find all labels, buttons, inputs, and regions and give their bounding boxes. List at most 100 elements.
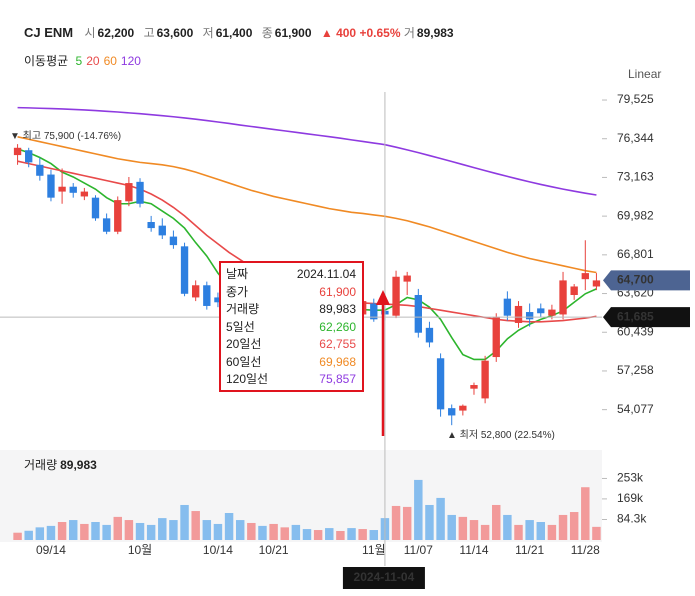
last-price-label: 64,700	[617, 273, 654, 287]
volume-legend-label: 거래량	[24, 458, 58, 472]
tooltip-value: 89,983	[319, 302, 356, 316]
candle-body	[425, 327, 434, 343]
x-tick-label: 09/14	[36, 543, 66, 557]
volume-bar	[436, 497, 445, 540]
y-tick-label: 79,525	[617, 92, 654, 106]
candle-body	[102, 218, 111, 232]
volume-legend-value: 89,983	[60, 458, 97, 472]
tooltip-row: 날짜 2024.11.04	[226, 266, 356, 284]
volume-bar	[358, 529, 367, 540]
ma-legend: 이동평균 5 20 60 120	[24, 52, 145, 69]
candle-body	[80, 191, 89, 197]
tooltip-row: 20일선 62,755	[226, 336, 356, 354]
volume-bar	[402, 506, 412, 540]
volume-bar	[35, 527, 45, 540]
candle-body	[192, 285, 200, 298]
tooltip-label: 날짜	[226, 267, 249, 281]
ma-legend-label: 이동평균	[24, 54, 69, 68]
candle-body	[136, 181, 144, 204]
volume-bar	[558, 514, 568, 540]
ma-legend-entry: 60	[103, 54, 117, 68]
candle-body	[525, 312, 534, 320]
volume-bar	[458, 516, 468, 540]
volume-bar	[347, 528, 356, 540]
ma-legend-entry: 120	[120, 54, 141, 68]
scale-mode[interactable]: Linear	[628, 67, 662, 81]
volume-bar	[414, 479, 423, 540]
volume-bar	[313, 530, 323, 540]
volume-bar	[146, 524, 156, 540]
volume-bar	[235, 520, 245, 540]
x-tick-label: 10/21	[259, 543, 289, 557]
volume-bar	[91, 522, 100, 540]
y-tick-label: 66,801	[617, 247, 654, 261]
candle-body	[214, 297, 222, 303]
candle-body	[36, 164, 44, 176]
volume-bar	[547, 524, 557, 540]
volume-bar	[525, 520, 534, 540]
volume-bar	[391, 505, 401, 540]
candle-body	[559, 280, 567, 315]
volume-legend: 거래량 89,983	[24, 456, 97, 473]
candle-body	[147, 222, 155, 229]
change: 400	[336, 26, 357, 40]
y-tick-label: 60,439	[617, 324, 654, 338]
volume-bar	[369, 530, 379, 540]
volume-bar	[302, 529, 312, 540]
volume-bar	[158, 518, 167, 540]
candle-body	[203, 285, 211, 306]
crosshair-date-box	[342, 567, 425, 589]
ma-legend-entry: 5	[75, 54, 83, 68]
volume-bar	[13, 532, 22, 540]
candle-body	[592, 280, 601, 287]
tooltip-label: 5일선	[226, 319, 255, 334]
tooltip-value: 69,968	[319, 354, 356, 369]
candle-body	[169, 236, 178, 246]
tooltip-value: 75,857	[319, 372, 356, 386]
volume-y-tick-label: 169k	[617, 491, 644, 505]
candle-body	[25, 150, 33, 163]
candle-body	[370, 303, 378, 320]
volume-bar	[80, 523, 89, 540]
low-value: 61,400	[215, 26, 253, 40]
ma-line	[17, 106, 597, 196]
volume-bar	[113, 516, 122, 540]
candle-body	[13, 147, 22, 156]
volume-bar	[592, 526, 601, 540]
volume-bar	[581, 487, 590, 540]
x-tick-label: 10월	[128, 543, 152, 557]
tooltip-label: 20일선	[226, 337, 262, 351]
extreme-annotation: ▼ 최고 75,900 (-14.76%)	[10, 130, 121, 142]
tooltip-label: 120일선	[226, 372, 269, 386]
y-tick-label: 73,163	[617, 170, 654, 184]
y-tick-label: 76,344	[617, 131, 654, 145]
volume-bar	[469, 520, 479, 540]
x-tick-label: 11월	[362, 543, 386, 557]
volume-bar	[68, 520, 78, 540]
extreme-annotation: ▲ 최저 52,800 (22.54%)	[447, 429, 555, 441]
volume-bar	[202, 520, 212, 540]
candle-body	[180, 246, 189, 294]
volume-bar	[191, 511, 200, 540]
tooltip-row: 거래량 89,983	[226, 301, 356, 319]
volume-bar	[269, 523, 278, 540]
volume-bar	[135, 522, 145, 540]
tooltip-value: 62,755	[319, 337, 356, 351]
x-tick-label: 10/14	[203, 543, 233, 557]
pointer-arrow-head	[376, 290, 390, 305]
ma-line	[17, 136, 597, 274]
change-pct: +0.65%	[359, 26, 401, 40]
y-tick-label: 54,077	[617, 402, 654, 416]
volume-bar	[536, 522, 546, 540]
x-tick-label: 11/21	[515, 543, 544, 557]
candle-body	[91, 197, 100, 219]
y-tick-label: 57,258	[617, 363, 654, 377]
close-value: 61,900	[274, 26, 312, 40]
volume-bar	[180, 504, 189, 540]
volume-bar	[569, 512, 579, 540]
candle-body	[158, 225, 166, 236]
marks: 79,52576,34473,16369,98266,80163,62060,4…	[10, 92, 654, 557]
volume-bar	[291, 524, 301, 540]
volume-bar	[480, 524, 490, 540]
